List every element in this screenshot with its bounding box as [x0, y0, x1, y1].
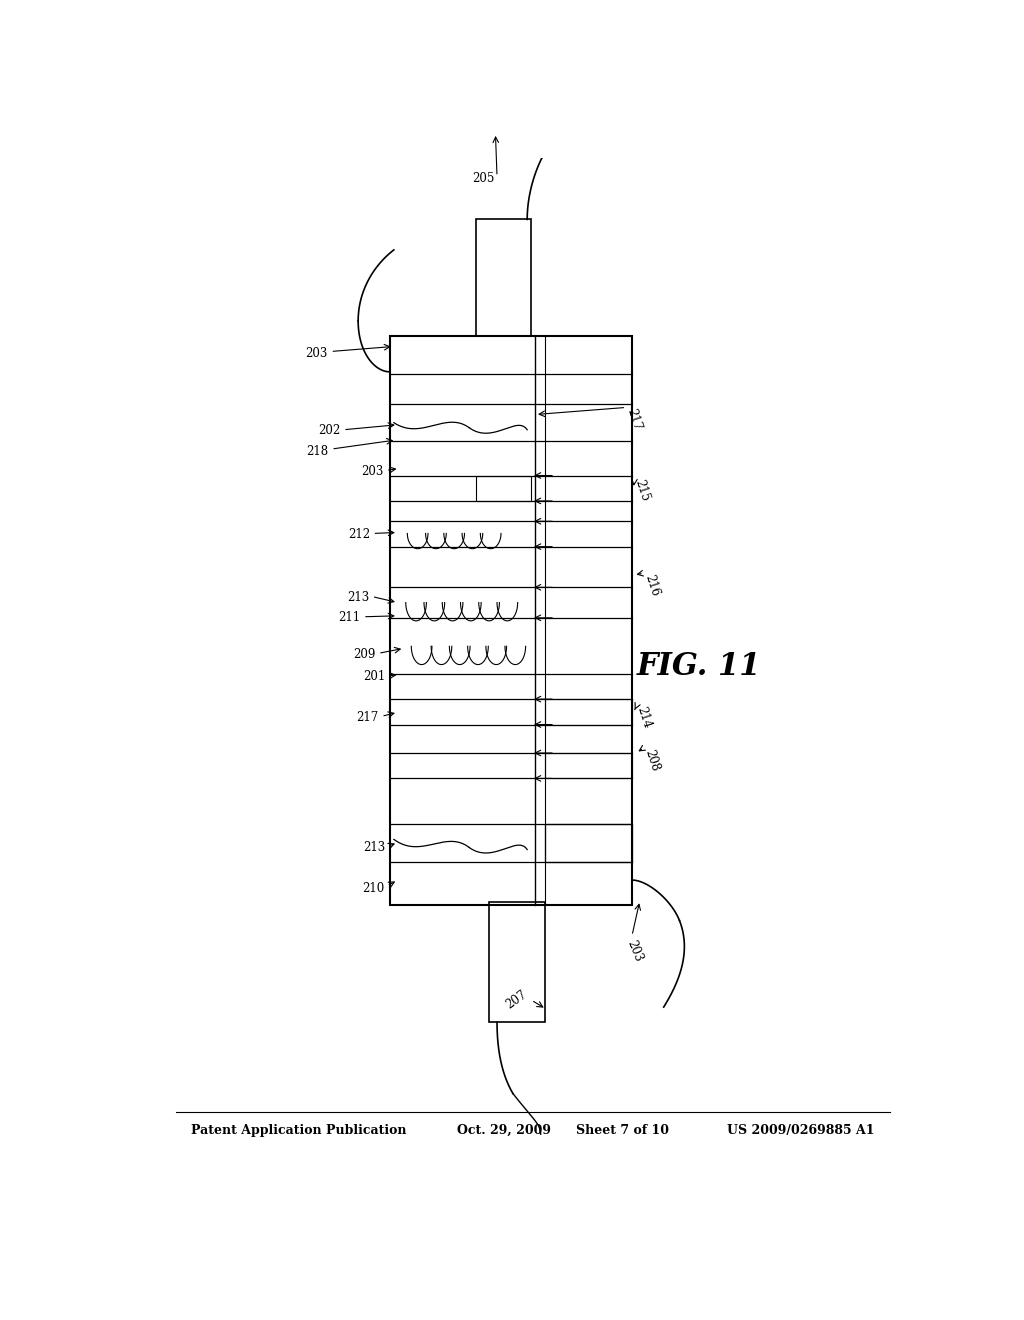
Text: 205: 205	[472, 172, 495, 185]
Text: 212: 212	[348, 528, 370, 541]
Text: 209: 209	[353, 648, 376, 661]
Text: 216: 216	[642, 573, 662, 598]
Text: 217: 217	[356, 711, 379, 723]
Text: 217: 217	[624, 407, 643, 432]
Text: 208: 208	[642, 747, 662, 772]
Text: FIG. 11: FIG. 11	[637, 651, 762, 682]
Text: 203: 203	[361, 465, 384, 478]
Text: 218: 218	[306, 445, 329, 458]
Text: 214: 214	[634, 705, 653, 730]
Bar	[545, 700, 632, 725]
Text: 203: 203	[305, 347, 328, 360]
Text: 211: 211	[338, 611, 360, 624]
Bar	[545, 824, 632, 862]
Text: Patent Application Publication: Patent Application Publication	[191, 1123, 407, 1137]
Text: 203: 203	[624, 939, 644, 964]
Bar	[545, 752, 632, 779]
Text: 202: 202	[318, 424, 341, 437]
Text: 201: 201	[364, 671, 386, 684]
Text: US 2009/0269885 A1: US 2009/0269885 A1	[727, 1123, 874, 1137]
Bar	[475, 475, 531, 500]
Text: Oct. 29, 2009: Oct. 29, 2009	[458, 1123, 551, 1137]
Text: Sheet 7 of 10: Sheet 7 of 10	[577, 1123, 670, 1137]
Bar	[475, 219, 531, 337]
Bar	[489, 903, 545, 1022]
Text: 213: 213	[347, 591, 370, 605]
Text: 215: 215	[632, 478, 651, 503]
Bar	[390, 337, 632, 906]
Text: 213: 213	[362, 841, 385, 854]
Text: 207: 207	[503, 989, 528, 1011]
Text: 210: 210	[362, 882, 384, 895]
